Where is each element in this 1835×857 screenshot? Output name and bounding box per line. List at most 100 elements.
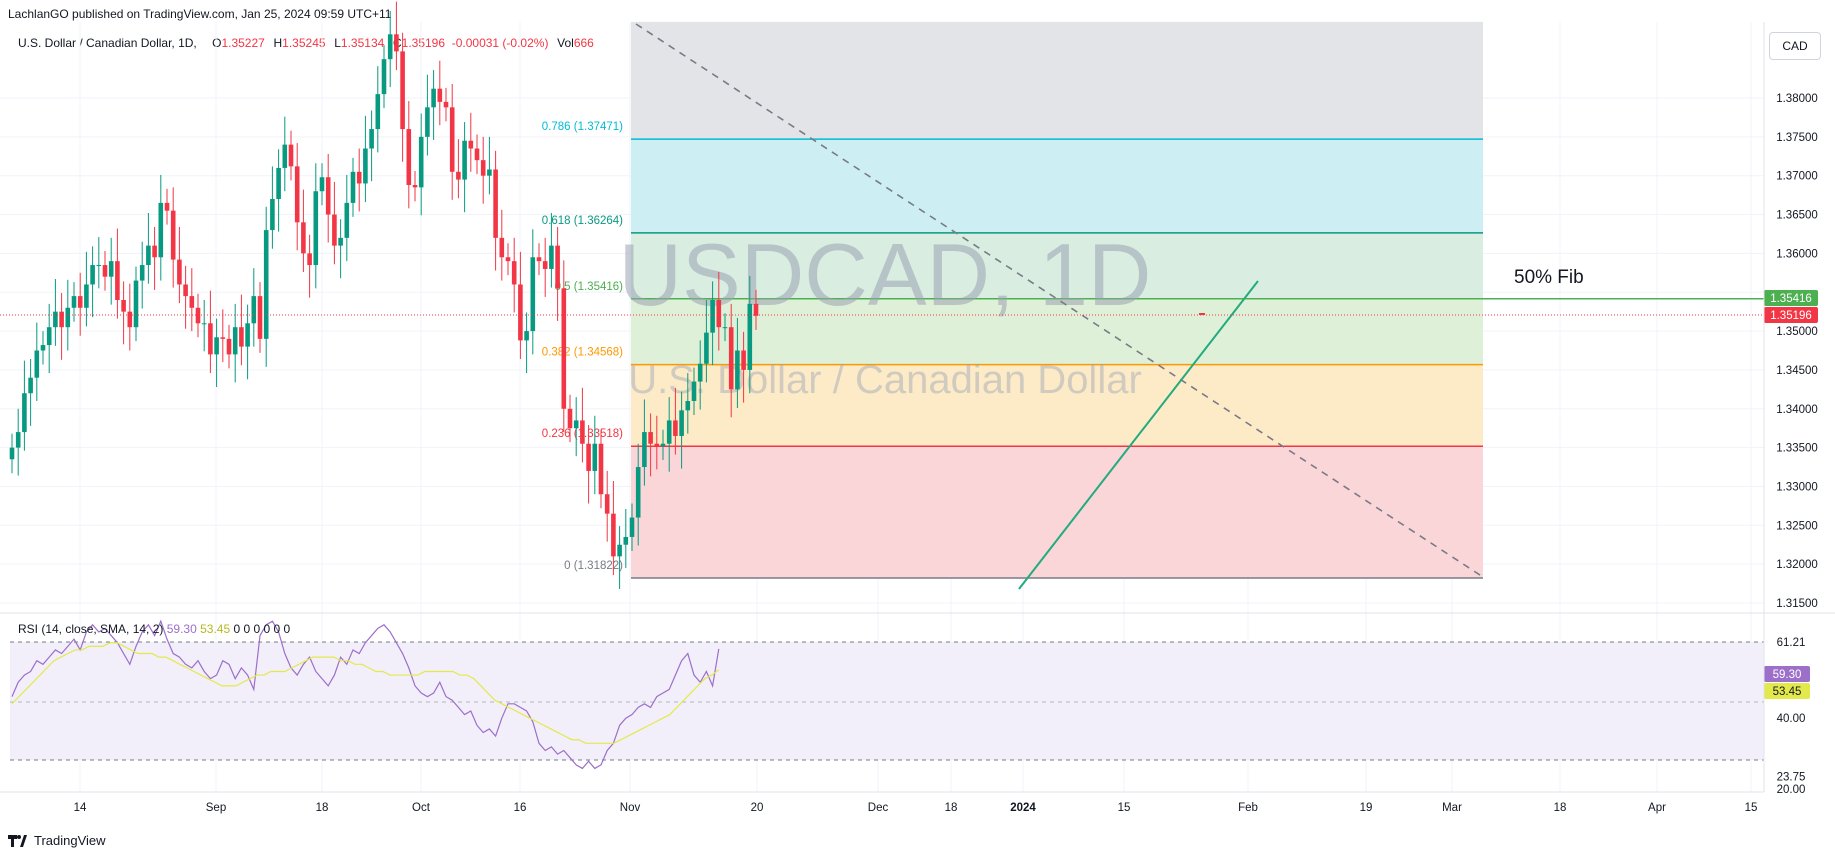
candle-body [573, 420, 579, 429]
open-label: O [212, 36, 222, 50]
candle-body [77, 296, 83, 308]
candle-body [9, 447, 15, 460]
candle-body [437, 88, 443, 102]
fib-zone [631, 298, 1483, 365]
candle-body [505, 257, 511, 262]
candle-body [177, 259, 182, 285]
time-tick: 14 [74, 802, 87, 814]
candle-body [313, 191, 319, 266]
fib-label: 0.5 (1.35416) [555, 281, 624, 293]
ascending-trendline [1018, 280, 1259, 590]
candle-body [338, 237, 343, 246]
time-tick: Mar [1442, 802, 1462, 814]
tradingview-logo-icon [8, 834, 27, 847]
candles [9, 1, 1205, 590]
candle-body [536, 257, 542, 262]
candle-body [301, 222, 306, 254]
candle-body [561, 288, 567, 409]
candle-body [474, 148, 480, 161]
candle-body [34, 350, 40, 378]
rsi-value-badge-text: 59.30 [1773, 669, 1802, 681]
rsi-value-badge [1764, 666, 1810, 682]
candle-body [381, 59, 387, 95]
candle-body [350, 171, 356, 203]
candle-body [170, 210, 176, 260]
annotation-50-fib[interactable]: 50% Fib [1514, 267, 1584, 288]
candle-body [611, 513, 616, 557]
candle-body [84, 284, 89, 308]
price-axis: 1.31500 1.32000 1.32500 1.33000 1.33500 1.340… [1776, 93, 1818, 610]
candle-body [635, 467, 641, 518]
candle-body [195, 307, 201, 324]
time-tick: 18 [1554, 802, 1567, 814]
symbol-title[interactable]: U.S. Dollar / Canadian Dollar, 1D, [18, 36, 197, 50]
candle-body [592, 443, 598, 471]
candle-body [139, 265, 145, 281]
candle-body [735, 350, 740, 390]
rsi-badges: 59.30 53.45 [1764, 666, 1810, 699]
rsi-legend-sma: 53.45 [200, 622, 231, 636]
candle-body [201, 323, 207, 325]
low-value: 1.35134 [340, 36, 385, 50]
currency-button[interactable]: CAD [1769, 32, 1821, 60]
vol-label: Vol [557, 36, 574, 50]
candle-body [499, 237, 505, 258]
candle-body [133, 280, 139, 328]
candle-body [96, 265, 102, 267]
time-tick: 16 [514, 802, 527, 814]
time-tick: 18 [945, 802, 958, 814]
time-tick: Oct [412, 802, 431, 814]
rsi-tick: 40.00 [1777, 713, 1806, 725]
watermark-name: U.S. Dollar / Canadian Dollar [628, 358, 1142, 402]
candle-body [666, 420, 672, 444]
candle-body [363, 148, 368, 184]
rsi-sma-badge [1764, 683, 1810, 699]
candle-body [214, 337, 219, 355]
candle-body [418, 136, 424, 188]
candle-body [344, 202, 350, 238]
candle-body [586, 443, 591, 471]
candle-body [487, 169, 492, 176]
candle-body [65, 307, 71, 328]
candle-body [623, 536, 629, 545]
candle-body [673, 420, 678, 436]
tradingview-logo[interactable]: TradingView [8, 833, 106, 848]
rsi-band [10, 642, 1764, 760]
candle-body [542, 261, 548, 269]
candle-body [146, 245, 151, 266]
fib50-badge [1764, 290, 1818, 306]
candle-body [270, 199, 275, 231]
candle-body [152, 245, 157, 258]
candle-body [456, 171, 461, 180]
candle-body [189, 296, 195, 308]
candle-body [276, 167, 281, 200]
candle-body [549, 245, 554, 269]
candle-body [59, 311, 64, 328]
price-tick: 1.32500 [1776, 520, 1818, 532]
fib-zone [631, 446, 1483, 578]
price-tick: 1.35000 [1776, 326, 1818, 338]
rsi-title[interactable]: RSI (14, close, SMA, 14, 2) [18, 622, 164, 636]
rsi-legend: RSI (14, close, SMA, 14, 2) 59.30 53.45 … [18, 622, 290, 636]
price-tick: 1.37500 [1776, 132, 1818, 144]
trendlines [635, 23, 1484, 590]
fib-label: 0.786 (1.37471) [542, 121, 623, 133]
candle-body [375, 94, 381, 130]
price-tick: 1.34000 [1776, 404, 1818, 416]
price-tick: 1.33500 [1776, 443, 1818, 455]
candle-body [127, 311, 133, 328]
candle-body [617, 544, 622, 557]
candle-body [183, 284, 188, 297]
fib-label: 0 (1.31822) [564, 560, 623, 572]
time-tick: Dec [868, 802, 889, 814]
candle-body [46, 327, 52, 346]
candle-body [747, 303, 753, 370]
candle-body [332, 214, 337, 246]
rsi-tick: 61.21 [1777, 637, 1806, 649]
candle-body [102, 265, 108, 277]
candle-body [263, 230, 269, 339]
publisher-header: LachlanGO published on TradingView.com, … [8, 7, 392, 21]
tradingview-brand: TradingView [34, 833, 106, 848]
time-tick: Feb [1238, 802, 1258, 814]
